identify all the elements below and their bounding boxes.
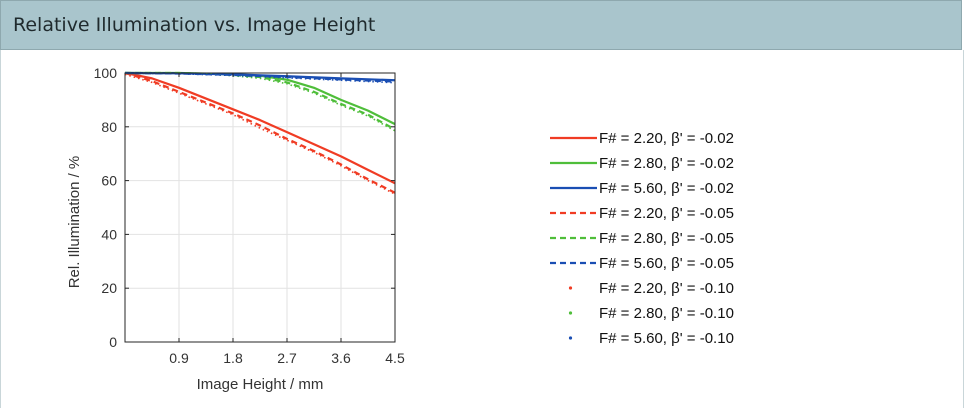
ticks: 0.9 1.8 2.7 3.6 4.5 0 20 40 60 80 100 (94, 65, 405, 366)
plot-frame (124, 72, 396, 343)
x-tick-label: 3.6 (331, 350, 351, 366)
y-tick-label: 60 (101, 173, 117, 189)
y-tick-label: 0 (109, 334, 117, 350)
legend-entry-6: F# = 5.60, β' = -0.05 (550, 255, 734, 272)
series-line-4 (124, 71, 396, 194)
legend-label: F# = 5.60, β' = -0.02 (599, 180, 734, 197)
illumination-chart: 0.9 1.8 2.7 3.6 4.5 0 20 40 60 80 100 Image Height… (66, 65, 734, 393)
legend-label: F# = 2.80, β' = -0.05 (599, 230, 734, 247)
legend-label: F# = 5.60, β' = -0.10 (599, 330, 734, 347)
legend-entry-3: F# = 5.60, β' = -0.02 (550, 180, 734, 197)
legend-swatch (568, 336, 573, 340)
x-axis-label: Image Height / mm (197, 376, 324, 393)
legend-entry-2: F# = 2.80, β' = -0.02 (550, 155, 734, 172)
legend: F# = 2.20, β' = -0.02 F# = 2.80, β' = -0.… (550, 130, 734, 347)
panel-title: Relative Illumination vs. Image Height (13, 14, 376, 36)
x-tick-label: 2.7 (277, 350, 297, 366)
legend-entry-1: F# = 2.20, β' = -0.02 (550, 130, 734, 147)
y-tick-label: 100 (94, 65, 118, 81)
y-tick-label: 40 (101, 226, 117, 242)
x-tick-label: 1.8 (223, 350, 243, 366)
legend-entry-4: F# = 2.20, β' = -0.05 (550, 205, 734, 222)
legend-entry-8: F# = 2.80, β' = -0.10 (568, 305, 734, 322)
legend-label: F# = 5.60, β' = -0.05 (599, 255, 734, 272)
grid (125, 72, 396, 343)
axes (124, 72, 396, 343)
legend-label: F# = 2.80, β' = -0.10 (599, 305, 734, 322)
y-tick-label: 80 (101, 119, 117, 135)
legend-swatch (568, 311, 573, 315)
panel-body: 0.9 1.8 2.7 3.6 4.5 0 20 40 60 80 100 Image Height… (0, 50, 964, 408)
legend-entry-7: F# = 2.20, β' = -0.10 (568, 280, 734, 297)
legend-entry-5: F# = 2.80, β' = -0.05 (550, 230, 734, 247)
y-tick-label: 20 (101, 280, 117, 296)
x-tick-label: 0.9 (169, 350, 189, 366)
plot-lines (124, 71, 396, 195)
legend-swatch (568, 286, 573, 290)
series-line-7 (124, 73, 396, 195)
series-line-9 (124, 72, 396, 84)
y-axis-label: Rel. Illumination / % (66, 156, 83, 289)
legend-label: F# = 2.80, β' = -0.02 (599, 155, 734, 172)
panel-header: Relative Illumination vs. Image Height (0, 0, 962, 50)
legend-label: F# = 2.20, β' = -0.02 (599, 130, 734, 147)
legend-label: F# = 2.20, β' = -0.05 (599, 205, 734, 222)
series-line-1 (124, 71, 396, 185)
legend-label: F# = 2.20, β' = -0.10 (599, 280, 734, 297)
series-line-8 (125, 72, 396, 132)
x-tick-label: 4.5 (385, 350, 405, 366)
legend-entry-9: F# = 5.60, β' = -0.10 (568, 330, 734, 347)
